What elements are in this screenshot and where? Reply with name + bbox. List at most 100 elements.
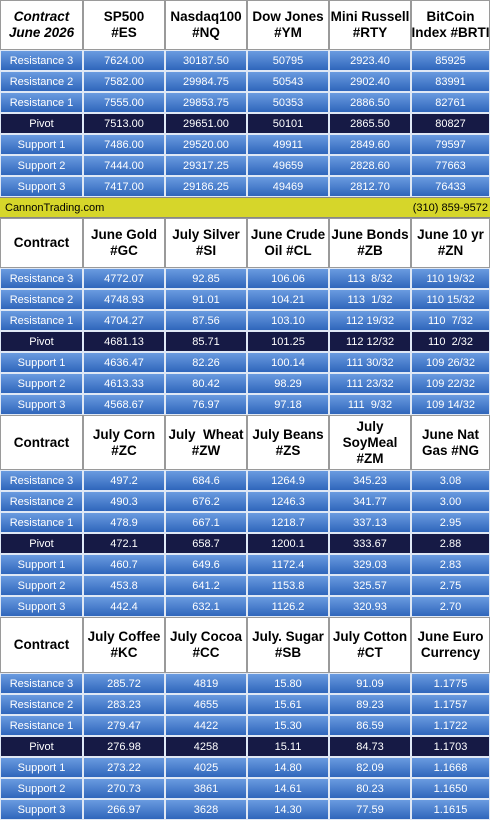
- value-cell: 490.3: [83, 491, 165, 512]
- value-cell: 7417.00: [83, 176, 165, 197]
- column-header: June Euro Currency: [411, 617, 490, 673]
- value-cell: 82761: [411, 92, 490, 113]
- value-cell: 15.61: [247, 694, 329, 715]
- value-cell: 2812.70: [329, 176, 411, 197]
- value-cell: 4681.13: [83, 331, 165, 352]
- value-cell: 109 26/32: [411, 352, 490, 373]
- value-cell: 333.67: [329, 533, 411, 554]
- value-cell: 29984.75: [165, 71, 247, 92]
- header-line: #ZN: [437, 243, 464, 258]
- value-cell: 97.18: [247, 394, 329, 415]
- value-cell: 98.29: [247, 373, 329, 394]
- value-cell: 110 7/32: [411, 310, 490, 331]
- value-cell: 2886.50: [329, 92, 411, 113]
- value-cell: 76.97: [165, 394, 247, 415]
- value-cell: 4819: [165, 673, 247, 694]
- value-cell: 1200.1: [247, 533, 329, 554]
- value-cell: 29853.75: [165, 92, 247, 113]
- value-cell: 4772.07: [83, 268, 165, 289]
- value-cell: 14.61: [247, 778, 329, 799]
- value-cell: 76433: [411, 176, 490, 197]
- row-label: Support 3: [0, 596, 83, 617]
- header-line: #YM: [274, 25, 302, 40]
- value-cell: 50101: [247, 113, 329, 134]
- value-cell: 29520.00: [165, 134, 247, 155]
- header-line: #CT: [357, 645, 383, 660]
- header-line: #ZB: [357, 243, 383, 258]
- header-line: #NQ: [192, 25, 220, 40]
- row-label: Resistance 2: [0, 491, 83, 512]
- value-cell: 453.8: [83, 575, 165, 596]
- row-label: Resistance 3: [0, 268, 83, 289]
- value-cell: 91.01: [165, 289, 247, 310]
- row-label: Support 1: [0, 352, 83, 373]
- value-cell: 3861: [165, 778, 247, 799]
- value-cell: 649.6: [165, 554, 247, 575]
- value-cell: 266.97: [83, 799, 165, 820]
- header-line: SP500: [103, 9, 145, 24]
- value-cell: 15.30: [247, 715, 329, 736]
- value-cell: 1218.7: [247, 512, 329, 533]
- value-cell: 15.80: [247, 673, 329, 694]
- column-header: SP500 #ES: [83, 0, 165, 50]
- value-cell: 14.30: [247, 799, 329, 820]
- value-cell: 2849.60: [329, 134, 411, 155]
- value-cell: 3.00: [411, 491, 490, 512]
- value-cell: 1.1668: [411, 757, 490, 778]
- header-line: #ZW: [191, 442, 221, 458]
- value-cell: 109 14/32: [411, 394, 490, 415]
- value-cell: 1.1722: [411, 715, 490, 736]
- header-line: Nasdaq100: [170, 9, 242, 24]
- value-cell: 4613.33: [83, 373, 165, 394]
- value-cell: 104.21: [247, 289, 329, 310]
- value-cell: 49659: [247, 155, 329, 176]
- value-cell: 85925: [411, 50, 490, 71]
- value-cell: 276.98: [83, 736, 165, 757]
- value-cell: 82.09: [329, 757, 411, 778]
- column-header: July Wheat #ZW: [165, 415, 247, 470]
- value-cell: 30187.50: [165, 50, 247, 71]
- value-cell: 80.42: [165, 373, 247, 394]
- value-cell: 7555.00: [83, 92, 165, 113]
- row-label: Resistance 1: [0, 715, 83, 736]
- row-label: Resistance 3: [0, 673, 83, 694]
- header-line: July Coffee: [87, 629, 161, 644]
- column-header: July Coffee #KC: [83, 617, 165, 673]
- row-label: Pivot: [0, 331, 83, 352]
- value-cell: 50353: [247, 92, 329, 113]
- contract-header: Contract: [0, 415, 83, 470]
- value-cell: 285.72: [83, 673, 165, 694]
- header-line: July. Sugar: [252, 629, 324, 644]
- row-label: Pivot: [0, 533, 83, 554]
- value-cell: 29186.25: [165, 176, 247, 197]
- header-line: #KC: [110, 645, 138, 660]
- value-cell: 29317.25: [165, 155, 247, 176]
- row-label: Support 2: [0, 155, 83, 176]
- row-label: Resistance 2: [0, 289, 83, 310]
- value-cell: 2828.60: [329, 155, 411, 176]
- value-cell: 111 9/32: [329, 394, 411, 415]
- header-line: #SB: [274, 645, 302, 660]
- header-line: SoyMeal: [342, 434, 398, 450]
- column-header: Nasdaq100 #NQ: [165, 0, 247, 50]
- value-cell: 4704.27: [83, 310, 165, 331]
- value-cell: 7444.00: [83, 155, 165, 176]
- value-cell: 7624.00: [83, 50, 165, 71]
- header-line: #ES: [111, 25, 137, 40]
- column-header: July Cotton #CT: [329, 617, 411, 673]
- row-label: Support 1: [0, 134, 83, 155]
- header-line: June 2026: [8, 25, 75, 40]
- value-cell: 273.22: [83, 757, 165, 778]
- header-line: #CC: [192, 645, 220, 660]
- row-label: Support 2: [0, 575, 83, 596]
- header-line: #ZC: [111, 442, 137, 458]
- value-cell: 2902.40: [329, 71, 411, 92]
- value-cell: 7513.00: [83, 113, 165, 134]
- value-cell: 2.95: [411, 512, 490, 533]
- value-cell: 497.2: [83, 470, 165, 491]
- row-label: Support 2: [0, 778, 83, 799]
- value-cell: 87.56: [165, 310, 247, 331]
- row-label: Resistance 2: [0, 694, 83, 715]
- row-label: Support 1: [0, 757, 83, 778]
